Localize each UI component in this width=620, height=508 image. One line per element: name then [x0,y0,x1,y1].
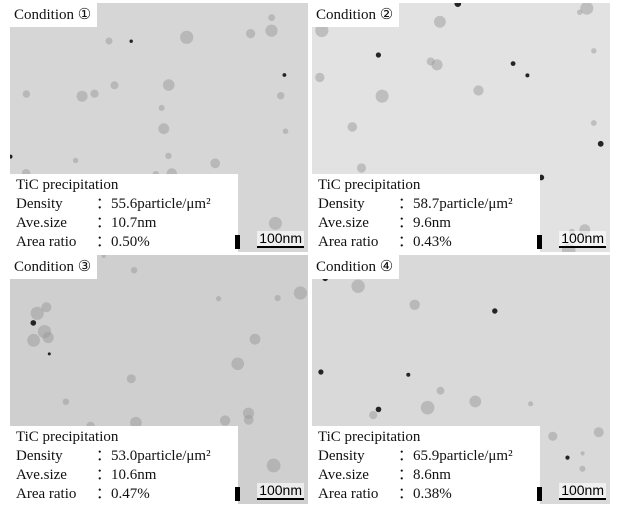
info-row: Density ：55.6particle/μm² [16,195,238,214]
info-row: Density ：65.9particle/μm² [318,447,540,466]
micrograph-panel: Condition ④ TiC precipitation Density ：65.9… [312,255,610,504]
info-label: Area ratio [318,486,379,502]
marker [235,235,240,249]
info-box: TiC precipitation Density ：53.0particle/μm… [10,426,238,504]
info-label: Density [16,196,63,212]
info-row: Area ratio ：0.38% [318,485,540,504]
info-value: ：58.7particle/μm² [398,196,513,212]
marker [537,487,542,501]
info-label: Area ratio [16,234,77,250]
info-value: ：10.6nm [96,467,157,483]
info-value: ：8.6nm [398,467,451,483]
info-label: Area ratio [318,234,379,250]
info-label: Density [318,448,365,464]
info-row: Density ：58.7particle/μm² [318,195,540,214]
info-value: ：0.47% [96,486,150,502]
info-heading: TiC precipitation [16,177,119,193]
micrograph-panel: Condition ① TiC precipitation Density ：55.6… [10,3,308,252]
scale-bar: 100nm [257,230,304,248]
info-label: Ave.size [318,467,369,483]
condition-label: Condition ① [10,3,98,27]
info-label: Ave.size [318,215,369,231]
info-row: Ave.size ：10.6nm [16,466,238,485]
info-row: Ave.size ：10.7nm [16,214,238,233]
info-row: Ave.size ：8.6nm [318,466,540,485]
scale-bar: 100nm [559,230,606,248]
info-box: TiC precipitation Density ：58.7particle/μm… [312,174,540,252]
info-heading: TiC precipitation [16,429,119,445]
info-box: TiC precipitation Density ：55.6particle/μm… [10,174,238,252]
condition-label: Condition ④ [312,255,400,279]
marker [537,235,542,249]
info-label: Area ratio [16,486,77,502]
info-label: Density [318,196,365,212]
micrograph-panel: Condition ③ TiC precipitation Density ：53.0… [10,255,308,504]
info-value: ：9.6nm [398,215,451,231]
info-row: Ave.size ：9.6nm [318,214,540,233]
condition-label: Condition ② [312,3,400,27]
info-label: Ave.size [16,215,67,231]
info-heading: TiC precipitation [318,177,421,193]
scale-bar: 100nm [257,482,304,500]
scale-bar: 100nm [559,482,606,500]
info-value: ：65.9particle/μm² [398,448,513,464]
marker [235,487,240,501]
info-value: ：10.7nm [96,215,157,231]
info-row: Density ：53.0particle/μm² [16,447,238,466]
info-value: ：0.38% [398,486,452,502]
info-row: Area ratio ：0.50% [16,233,238,252]
info-value: ：53.0particle/μm² [96,448,211,464]
info-label: Density [16,448,63,464]
info-row: Area ratio ：0.43% [318,233,540,252]
condition-label: Condition ③ [10,255,98,279]
info-heading: TiC precipitation [318,429,421,445]
info-value: ：0.43% [398,234,452,250]
micrograph-panel: Condition ② TiC precipitation Density ：58.7… [312,3,610,252]
info-value: ：55.6particle/μm² [96,196,211,212]
info-value: ：0.50% [96,234,150,250]
info-row: Area ratio ：0.47% [16,485,238,504]
info-box: TiC precipitation Density ：65.9particle/μm… [312,426,540,504]
info-label: Ave.size [16,467,67,483]
